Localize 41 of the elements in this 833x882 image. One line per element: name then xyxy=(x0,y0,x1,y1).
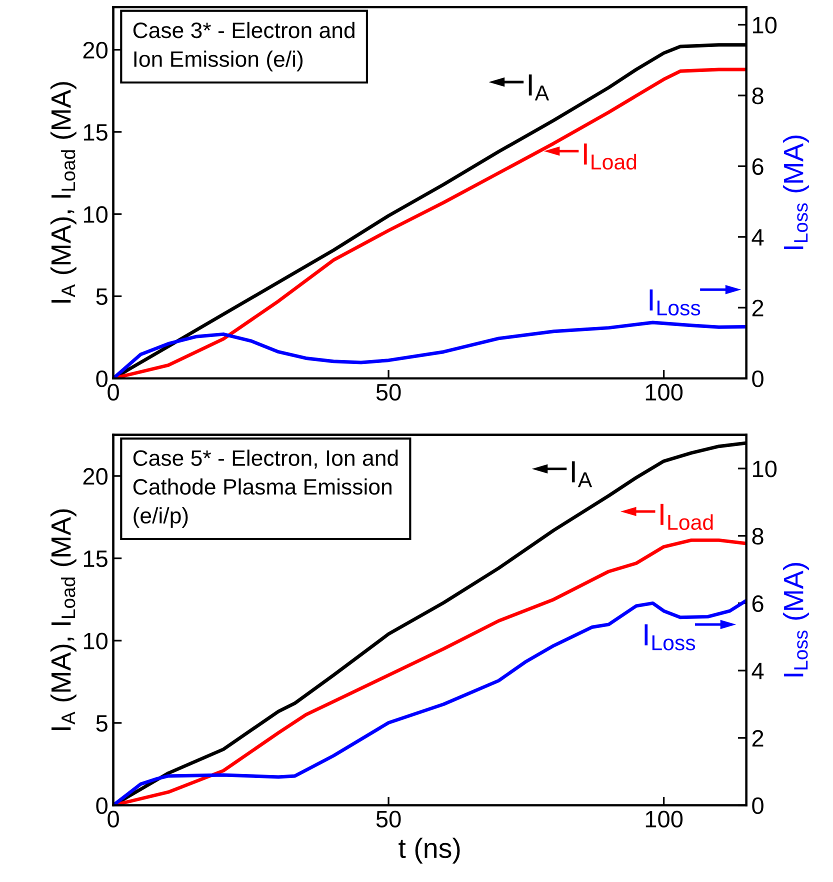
y-tick-label: 10 xyxy=(84,632,108,650)
y2-tick-label: 0 xyxy=(752,797,764,814)
y-tick-label: 15 xyxy=(84,124,108,141)
y2-tick-label: 8 xyxy=(752,88,764,104)
y2-tick-label: 10 xyxy=(753,16,777,34)
x-tick-label: 100 xyxy=(646,384,683,401)
legend-label: I$_{Load}$ xyxy=(660,504,713,530)
y2-axis-title: I$_{Loss}$ (MA) xyxy=(783,136,809,250)
y-axis-title: I$_{A}$ (MA), I$_{Load}$ (MA) xyxy=(50,509,76,730)
legend-label: I$_{Loss}$ xyxy=(650,289,700,316)
y-tick-label: 5 xyxy=(96,715,108,732)
y2-tick-label: 6 xyxy=(752,595,764,612)
y-tick-label: 0 xyxy=(96,797,108,814)
y2-tick-label: 2 xyxy=(752,300,764,316)
legend-label: I$_{A}$ xyxy=(572,461,592,488)
y-tick-label: 5 xyxy=(96,288,108,306)
y-tick-label: 10 xyxy=(84,206,108,223)
annotation: Case 3* - Electron and Ion Emission (e/i) xyxy=(133,22,354,72)
y-tick-label: 20 xyxy=(83,468,108,485)
legend-label: I$_{Loss}$ xyxy=(644,624,696,650)
legend-label: I$_{A}$ xyxy=(528,74,550,100)
x-axis-title: t (ns) xyxy=(398,838,460,864)
y2-axis-title: I$_{Loss}$ (MA) xyxy=(783,562,809,676)
y2-tick-label: 4 xyxy=(752,662,764,680)
x-tick-label: 100 xyxy=(646,810,683,828)
y-tick-label: 20 xyxy=(83,42,108,59)
y2-tick-label: 10 xyxy=(753,460,777,478)
x-tick-label: 50 xyxy=(376,810,401,828)
x-tick-label: 0 xyxy=(108,384,119,401)
x-tick-label: 50 xyxy=(376,384,401,401)
y2-tick-label: 8 xyxy=(752,528,764,545)
annotation: Case 5* - Electron, Ion and Cathode Plasma Emission (e/i/p) xyxy=(133,450,398,528)
x-tick-label: 0 xyxy=(108,810,119,828)
y2-tick-label: 6 xyxy=(752,158,764,175)
y2-tick-label: 0 xyxy=(752,370,764,388)
y2-tick-label: 2 xyxy=(752,730,764,746)
legend-label: I$_{Load}$ xyxy=(584,144,636,170)
y-tick-label: 15 xyxy=(84,550,108,568)
y-axis-title: I$_{A}$ (MA), I$_{Load}$ (MA) xyxy=(50,82,76,303)
y-tick-label: 0 xyxy=(96,370,108,388)
y2-tick-label: 4 xyxy=(752,229,764,246)
